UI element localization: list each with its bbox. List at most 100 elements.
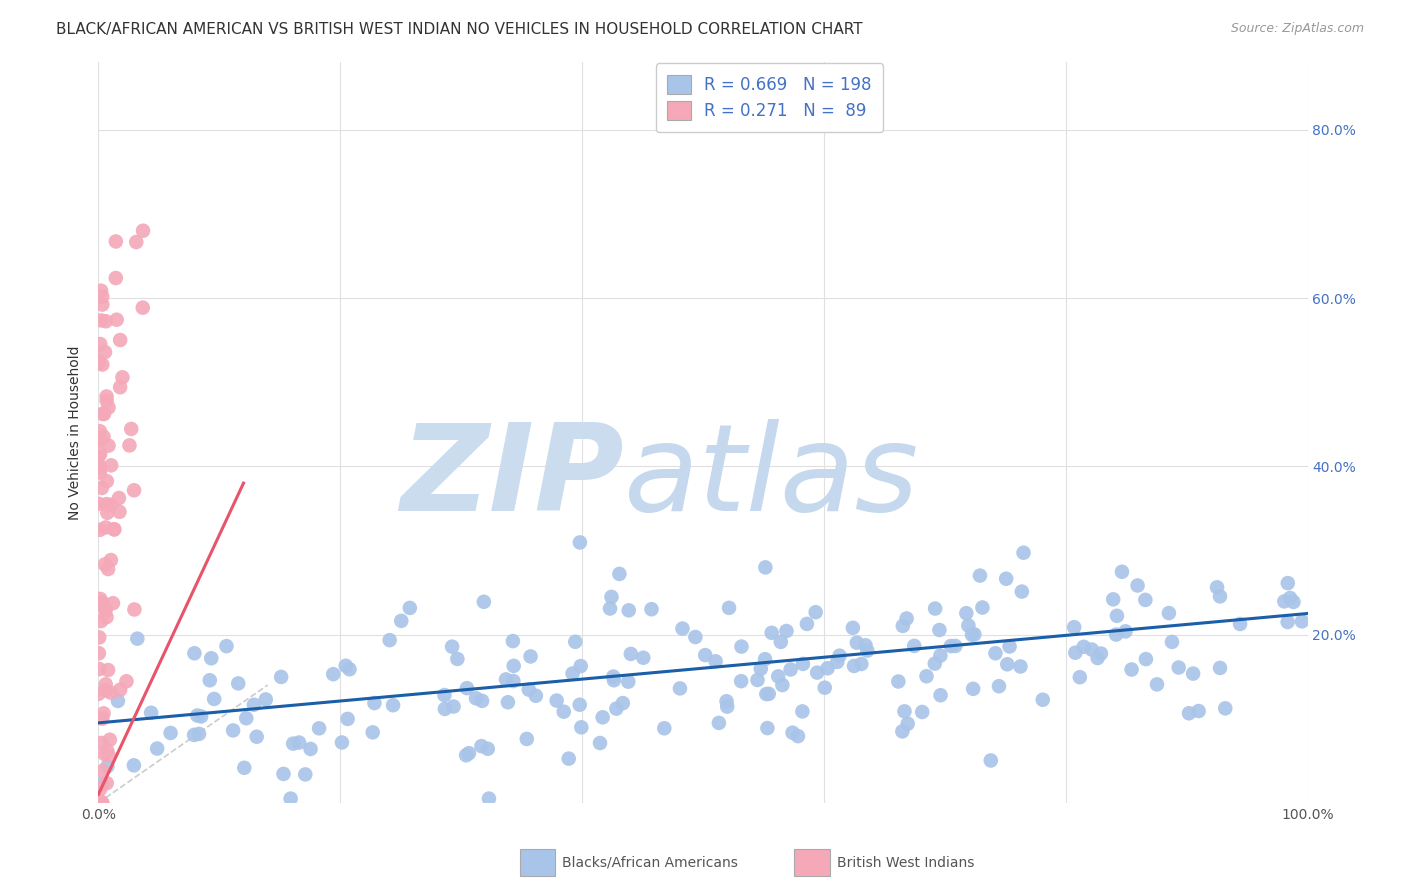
Point	[814, 681, 837, 695]
Point	[89, 466, 111, 480]
Point	[747, 673, 769, 687]
Point	[94, 520, 117, 534]
Point	[502, 634, 524, 648]
Point	[671, 622, 693, 636]
Point	[100, 685, 122, 699]
Point	[896, 611, 918, 625]
Point	[1161, 635, 1184, 649]
Point	[96, 776, 118, 790]
Point	[118, 438, 141, 452]
Point	[972, 600, 994, 615]
Point	[1115, 624, 1137, 639]
Point	[1032, 692, 1054, 706]
Point	[322, 667, 344, 681]
Point	[1080, 642, 1102, 657]
Point	[235, 711, 257, 725]
Point	[108, 491, 131, 505]
Point	[1012, 546, 1035, 560]
Point	[94, 677, 117, 691]
Point	[924, 601, 946, 615]
Point	[89, 796, 111, 810]
Point	[91, 796, 114, 810]
Point	[87, 432, 110, 446]
Point	[1121, 663, 1143, 677]
Point	[1111, 565, 1133, 579]
Point	[477, 741, 499, 756]
Point	[378, 633, 401, 648]
Point	[755, 687, 778, 701]
Point	[433, 688, 456, 702]
Point	[758, 687, 780, 701]
Point	[1187, 704, 1209, 718]
Point	[842, 621, 865, 635]
Point	[730, 640, 752, 654]
Point	[108, 505, 131, 519]
Point	[96, 393, 118, 408]
Point	[1272, 594, 1295, 608]
Point	[107, 694, 129, 708]
Point	[87, 646, 110, 660]
Point	[339, 662, 361, 676]
Point	[120, 422, 142, 436]
Point	[1010, 659, 1032, 673]
Point	[893, 704, 915, 718]
Point	[335, 658, 357, 673]
Point	[363, 696, 385, 710]
Point	[94, 604, 117, 618]
Point	[770, 678, 793, 692]
Point	[1135, 593, 1157, 607]
Point	[633, 650, 655, 665]
Point	[519, 649, 541, 664]
Point	[93, 430, 115, 444]
Point	[564, 635, 586, 649]
Point	[87, 796, 110, 810]
Point	[96, 759, 118, 773]
Point	[288, 735, 311, 749]
Point	[569, 720, 592, 734]
Point	[716, 699, 738, 714]
Point	[592, 710, 614, 724]
Point	[108, 682, 131, 697]
Point	[89, 523, 111, 537]
Point	[91, 796, 114, 810]
Point	[1209, 590, 1232, 604]
Point	[90, 614, 112, 628]
Point	[91, 407, 114, 421]
Point	[202, 692, 225, 706]
Point	[90, 313, 112, 327]
Point	[995, 657, 1018, 672]
Point	[756, 721, 779, 735]
Point	[472, 595, 495, 609]
Point	[609, 566, 631, 581]
Point	[911, 705, 934, 719]
Text: Blacks/African Americans: Blacks/African Americans	[562, 855, 738, 870]
Point	[93, 747, 115, 761]
Point	[91, 596, 114, 610]
Point	[90, 481, 112, 495]
Point	[101, 596, 124, 610]
Point	[183, 728, 205, 742]
Point	[89, 460, 111, 475]
Point	[1277, 576, 1299, 591]
Point	[779, 663, 801, 677]
Point	[825, 655, 848, 669]
Point	[599, 601, 621, 615]
Point	[612, 696, 634, 710]
Point	[939, 639, 962, 653]
Point	[620, 647, 643, 661]
Point	[600, 590, 623, 604]
Point	[1213, 701, 1236, 715]
Point	[891, 619, 914, 633]
Point	[97, 562, 120, 576]
Point	[984, 646, 1007, 660]
Point	[1279, 591, 1302, 605]
Point	[87, 497, 110, 511]
Point	[980, 754, 1002, 768]
Point	[91, 289, 114, 303]
Point	[294, 767, 316, 781]
Point	[496, 695, 519, 709]
Point	[243, 698, 266, 712]
Point	[100, 498, 122, 512]
Point	[761, 625, 783, 640]
Point	[1277, 615, 1299, 629]
